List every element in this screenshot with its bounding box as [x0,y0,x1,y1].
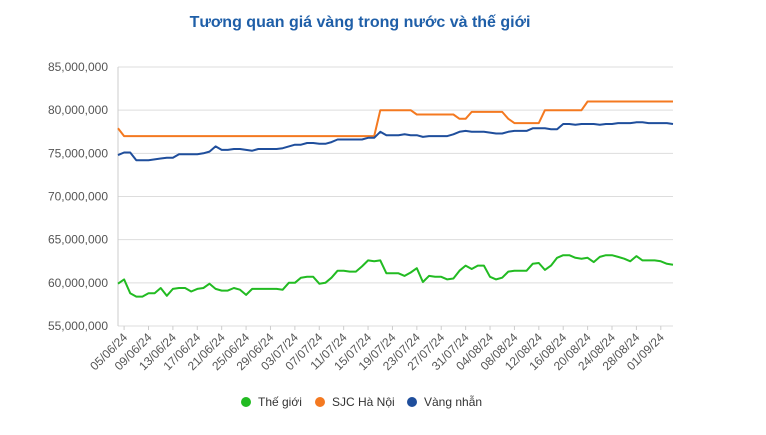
y-tick-label: 70,000,000 [48,190,108,204]
y-tick-label: 75,000,000 [48,146,108,160]
legend-marker [407,397,417,407]
legend-label: Vàng nhẫn [424,394,482,409]
legend-label: SJC Hà Nội [332,395,395,409]
series-line-1 [117,254,674,298]
legend-marker [315,397,325,407]
y-tick-label: 80,000,000 [48,103,108,117]
series-line-3 [117,121,674,162]
y-tick-label: 65,000,000 [48,233,108,247]
grid-layer [118,66,673,327]
y-tick-label: 55,000,000 [48,319,108,333]
y-tick-label: 85,000,000 [48,60,108,74]
series-layer [117,100,674,298]
series-line-2 [117,100,673,138]
y-tick-label: 60,000,000 [48,276,108,290]
legend-layer: Thế giới SJC Hà Nội Vàng nhẫn [241,394,482,409]
legend-label: Thế giới [258,395,302,409]
chart-title: Tương quan giá vàng trong nước và thế gi… [189,14,531,31]
legend-marker [241,397,251,407]
